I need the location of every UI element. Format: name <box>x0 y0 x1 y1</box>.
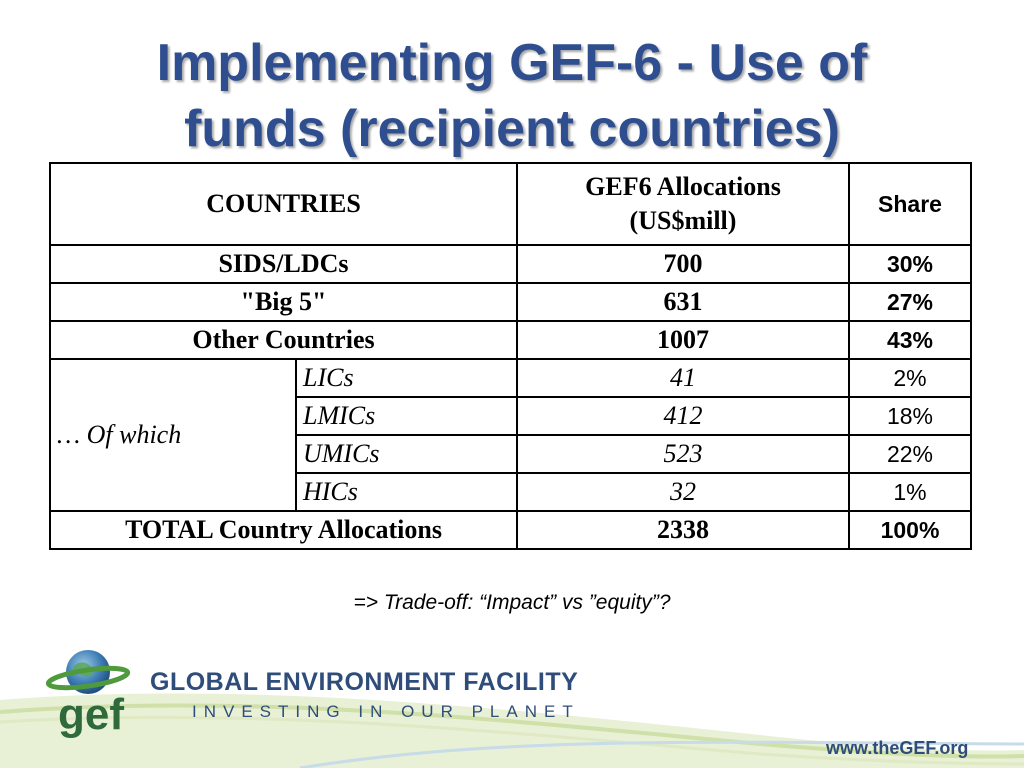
website-link[interactable]: www.theGEF.org <box>826 738 969 758</box>
table-header-row: COUNTRIES GEF6 Allocations (US$mill) Sha… <box>49 162 972 246</box>
header-allocations: GEF6 Allocations (US$mill) <box>516 162 850 246</box>
table-row: Other Countries 1007 43% <box>49 320 972 360</box>
row-allocation: 1007 <box>516 320 850 360</box>
table-subrow: LMICs 412 18% <box>50 396 972 436</box>
slide-title-line-1: Implementing GEF-6 - Use of <box>156 34 868 92</box>
subrow-allocation: 412 <box>516 396 850 436</box>
table-subrow: … Of which LICs 41 2% <box>49 358 972 512</box>
allocations-table: COUNTRIES GEF6 Allocations (US$mill) Sha… <box>49 162 972 550</box>
of-which-label: … Of which <box>49 358 297 512</box>
slide-title-line-2: funds (recipient countries) <box>184 100 840 158</box>
total-share: 100% <box>848 510 972 550</box>
slide-title: Implementing GEF-6 - Use of funds (recip… <box>0 30 1024 162</box>
subrow-share: 1% <box>848 472 972 512</box>
subrow-share: 18% <box>848 396 972 436</box>
total-label: TOTAL Country Allocations <box>49 510 518 550</box>
subrow-label: LICs <box>295 358 518 398</box>
row-label: SIDS/LDCs <box>49 244 518 284</box>
header-allocations-line-2: (US$mill) <box>629 206 737 235</box>
row-label: "Big 5" <box>49 282 518 322</box>
organization-name: GLOBAL ENVIRONMENT FACILITY <box>150 668 579 696</box>
header-allocations-line-1: GEF6 Allocations <box>585 172 781 201</box>
table-row: SIDS/LDCs 700 30% <box>49 244 972 284</box>
row-share: 30% <box>848 244 972 284</box>
row-share: 27% <box>848 282 972 322</box>
footer-wave-decoration <box>0 693 1024 768</box>
subrow-share: 2% <box>848 358 972 398</box>
table-subrow: UMICs 523 22% <box>50 434 972 474</box>
organization-tagline: INVESTING IN OUR PLANET <box>192 702 580 721</box>
header-share: Share <box>848 162 972 246</box>
row-allocation: 631 <box>516 282 850 322</box>
row-label: Other Countries <box>49 320 518 360</box>
table-subrow: HICs 32 1% <box>50 472 972 512</box>
subrow-label: UMICs <box>295 434 518 474</box>
subrow-allocation: 523 <box>516 434 850 474</box>
row-share: 43% <box>848 320 972 360</box>
table-row: "Big 5" 631 27% <box>49 282 972 322</box>
subrow-label: HICs <box>295 472 518 512</box>
total-allocation: 2338 <box>516 510 850 550</box>
header-countries: COUNTRIES <box>49 162 518 246</box>
tradeoff-note: => Trade-off: “Impact” vs ”equity”? <box>353 591 671 614</box>
subrow-allocation: 41 <box>516 358 850 398</box>
subrow-allocation: 32 <box>516 472 850 512</box>
table-total-row: TOTAL Country Allocations 2338 100% <box>49 510 972 550</box>
subrow-share: 22% <box>848 434 972 474</box>
globe-icon <box>45 650 131 694</box>
subrow-label: LMICs <box>295 396 518 436</box>
gef-logo-text: gef <box>58 690 124 739</box>
row-allocation: 700 <box>516 244 850 284</box>
